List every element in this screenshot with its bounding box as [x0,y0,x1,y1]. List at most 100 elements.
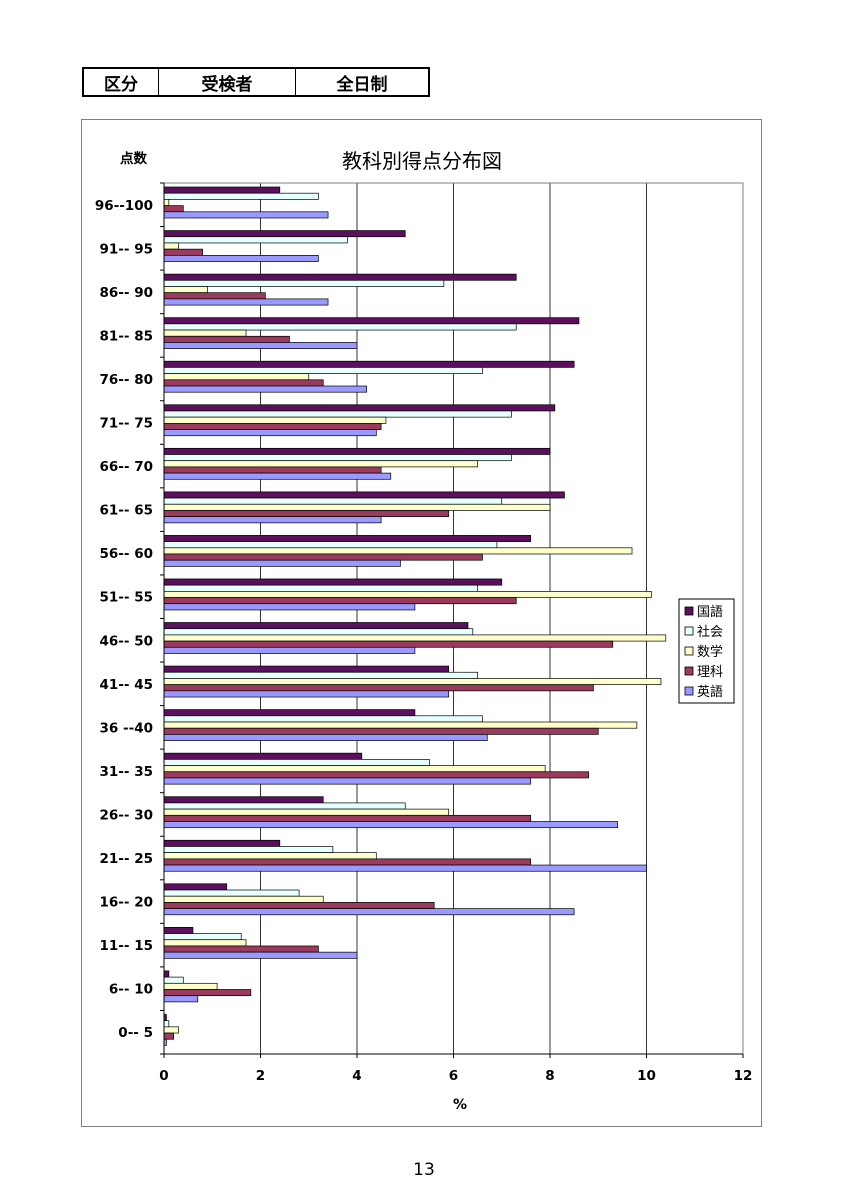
bar-数学 [163,286,208,294]
legend-label: 英語 [697,684,723,700]
bar-理科 [163,902,435,909]
bar-英語 [163,951,358,959]
bar-理科 [163,945,319,953]
x-tick-label: 2 [256,1068,265,1084]
bar-社会 [163,976,184,984]
bar-数学 [163,895,324,903]
bar-社会 [163,323,517,331]
bar-国語 [163,926,194,934]
legend-label: 国語 [697,604,723,620]
bar-英語 [163,472,392,480]
page-number: 13 [413,1160,435,1180]
bar-数学 [163,939,247,947]
bar-数学 [163,242,179,250]
x-tick-label: 12 [734,1068,753,1084]
bar-理科 [163,248,203,256]
bar-英語 [163,211,329,219]
header-table: 区分 受検者 全日制 [82,67,430,97]
bar-数学 [163,503,551,511]
bar-社会 [163,541,498,549]
bar-国語 [163,665,450,673]
legend-label: 理科 [697,665,723,680]
bar-理科 [163,814,532,822]
bar-国語 [163,273,517,281]
bar-英語 [163,255,319,262]
bar-理科 [163,640,614,648]
bar-英語 [163,734,488,741]
bar-社会 [163,802,406,810]
bar-理科 [163,989,252,997]
bar-理科 [163,1032,174,1040]
bar-数学 [163,1026,179,1034]
bar-英語 [163,821,618,829]
bar-国語 [163,447,551,455]
bar-英語 [163,342,358,349]
y-tick-label: 96--100 [95,198,153,214]
bar-数学 [163,591,652,598]
legend-label: 数学 [697,644,723,660]
bar-国語 [163,796,324,804]
bar-理科 [163,684,594,692]
bar-理科 [163,379,324,387]
y-tick-label: 31-- 35 [100,764,153,780]
legend [678,598,735,704]
y-tick-label: 91-- 95 [100,241,153,257]
bar-国語 [163,360,575,368]
bar-数学 [163,808,450,816]
bar-理科 [163,553,483,561]
legend-swatch [684,626,694,636]
bar-国語 [163,622,469,630]
x-tick-label: 8 [545,1068,554,1084]
y-tick-label: 11-- 15 [100,938,153,954]
bar-理科 [163,466,382,474]
bar-社会 [163,497,503,505]
x-tick-label: 0 [159,1068,168,1084]
bar-英語 [163,864,647,872]
bar-英語 [163,559,401,567]
bar-国語 [163,230,406,238]
y-tick-label: 16-- 20 [100,895,153,911]
y-tick-label: 26-- 30 [100,807,153,823]
x-axis-title: % [453,1097,467,1113]
y-tick-label: 66-- 70 [100,459,153,475]
bar-数学 [163,416,387,424]
score-distribution-chart: 96--100 91-- 95 86-- 90 81-- 85 76-- 80 71-- … [95,149,753,1113]
bar-国語 [163,883,228,891]
bar-英語 [163,298,329,306]
header-cell-examinee: 受検者 [158,69,295,95]
bar-国語 [163,186,281,194]
bar-理科 [163,335,290,343]
y-tick-label: 81-- 85 [100,328,153,344]
bar-国語 [163,317,580,325]
bar-社会 [163,715,483,723]
header-cell-category: 区分 [104,74,138,95]
x-tick-label: 10 [637,1068,656,1084]
bar-数学 [163,678,662,686]
y-tick-label: 86-- 90 [100,285,153,301]
bar-英語 [163,385,367,393]
legend-swatch [684,666,694,676]
legend-swatch [684,646,694,656]
bar-社会 [163,933,242,941]
bar-国語 [163,752,363,760]
y-tick-label: 46-- 50 [100,633,153,649]
bar-社会 [163,584,478,592]
bar-社会 [163,410,512,418]
bar-数学 [163,852,377,860]
bar-数学 [163,634,667,642]
bar-数学 [163,460,478,468]
bar-国語 [163,404,556,412]
legend-swatch [684,686,694,696]
bar-数学 [163,721,638,729]
bar-理科 [163,771,589,779]
bar-理科 [163,858,532,866]
bar-英語 [163,429,377,437]
bar-社会 [163,1020,170,1028]
bar-英語 [163,995,199,1003]
bar-国語 [163,709,416,717]
bar-国語 [163,839,281,847]
bar-英語 [163,516,382,524]
chart-title: 教科別得点分布図 [342,149,502,173]
x-tick-label: 6 [449,1068,458,1084]
legend-swatch [684,606,694,616]
